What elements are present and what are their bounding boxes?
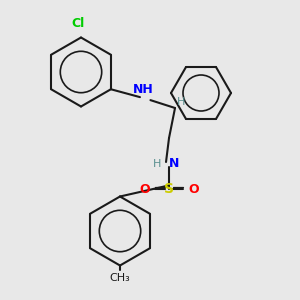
Text: NH: NH	[133, 82, 153, 96]
Text: O: O	[188, 182, 199, 196]
Text: O: O	[139, 182, 149, 196]
Text: H: H	[176, 97, 185, 106]
Text: CH₃: CH₃	[110, 273, 130, 283]
Text: H: H	[153, 158, 161, 169]
Text: N: N	[169, 157, 179, 170]
Text: Cl: Cl	[71, 17, 85, 30]
Text: S: S	[164, 182, 174, 196]
